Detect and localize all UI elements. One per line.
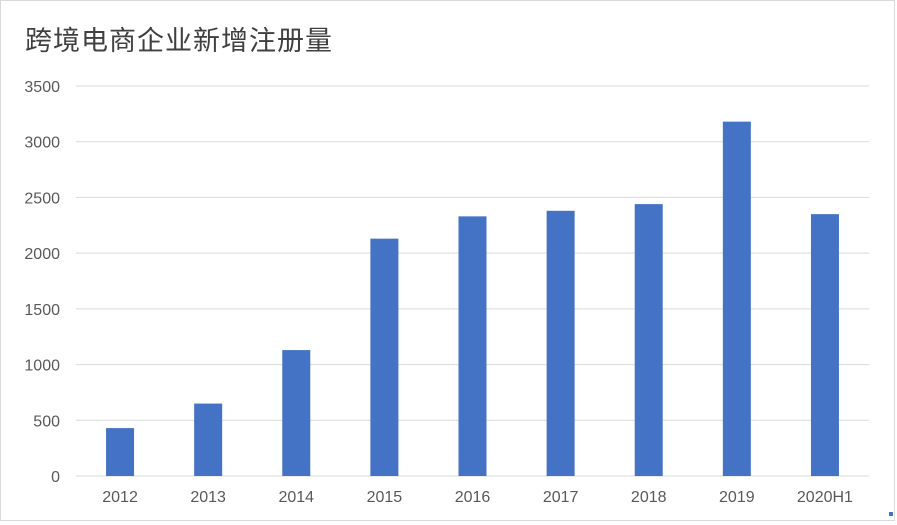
y-tick-label: 2000 <box>24 246 60 263</box>
y-tick-label: 500 <box>33 413 60 430</box>
bar-2013[interactable] <box>194 403 223 476</box>
x-tick-label: 2020H1 <box>797 489 853 506</box>
y-axis: 0 500 1000 1500 2000 2500 3000 3500 <box>24 79 60 486</box>
bar-2014[interactable] <box>282 350 311 476</box>
x-axis: 2012 2013 2014 2015 2016 2017 2018 2019 2020H1 <box>102 489 853 506</box>
bar-2015[interactable] <box>370 238 399 476</box>
y-tick-label: 3000 <box>24 135 60 152</box>
x-tick-label: 2018 <box>631 489 667 506</box>
y-tick-label: 0 <box>51 469 60 486</box>
bars <box>106 121 839 477</box>
bar-2020H1[interactable] <box>810 214 839 476</box>
bar-2019[interactable] <box>722 121 751 477</box>
y-tick-label: 3500 <box>24 79 60 96</box>
x-tick-label: 2014 <box>278 489 314 506</box>
bar-2016[interactable] <box>458 216 487 476</box>
chart-title: 跨境电商企业新增注册量 <box>25 26 333 57</box>
bar-2012[interactable] <box>106 428 135 476</box>
resize-handle[interactable] <box>889 512 893 516</box>
x-tick-label: 2017 <box>543 489 579 506</box>
x-tick-label: 2012 <box>102 489 138 506</box>
y-tick-label: 1500 <box>24 302 60 319</box>
x-tick-label: 2016 <box>455 489 491 506</box>
bar-2018[interactable] <box>634 204 663 476</box>
y-tick-label: 1000 <box>24 358 60 375</box>
y-tick-label: 2500 <box>24 190 60 207</box>
x-tick-label: 2019 <box>719 489 755 506</box>
bar-2017[interactable] <box>546 210 575 477</box>
x-tick-label: 2015 <box>367 489 403 506</box>
x-tick-label: 2013 <box>190 489 226 506</box>
